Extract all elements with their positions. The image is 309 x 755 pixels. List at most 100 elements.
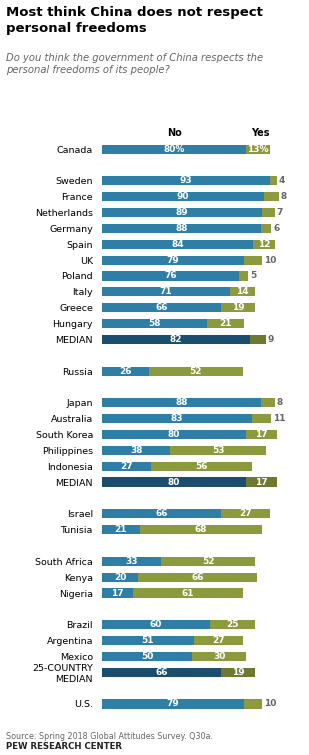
Text: 80: 80 — [168, 478, 180, 486]
Bar — [102, 223, 260, 233]
Bar — [102, 334, 250, 344]
Bar — [102, 366, 149, 376]
Text: 51: 51 — [142, 636, 154, 645]
Bar — [250, 334, 266, 344]
Text: 27: 27 — [120, 462, 133, 470]
Bar — [102, 192, 264, 202]
Text: 76: 76 — [164, 272, 177, 281]
Bar — [269, 176, 277, 186]
Text: 9: 9 — [268, 335, 274, 344]
Text: 26: 26 — [119, 367, 132, 375]
Text: 52: 52 — [202, 556, 214, 565]
Text: 38: 38 — [130, 446, 142, 455]
Text: 7: 7 — [277, 208, 283, 217]
Bar — [102, 145, 246, 154]
Text: 27: 27 — [239, 510, 252, 518]
Bar — [246, 477, 277, 487]
Text: 10: 10 — [264, 699, 277, 708]
Bar — [102, 398, 260, 408]
Bar — [161, 556, 255, 566]
Text: 19: 19 — [232, 304, 244, 313]
Bar — [221, 509, 269, 519]
Bar — [140, 525, 262, 535]
Bar — [149, 366, 243, 376]
Text: 80%: 80% — [163, 145, 185, 154]
Bar — [102, 176, 269, 186]
Text: 79: 79 — [167, 256, 180, 265]
Bar — [133, 588, 243, 598]
Text: 8: 8 — [281, 193, 287, 202]
Bar — [210, 620, 255, 630]
Text: 66: 66 — [155, 667, 168, 676]
Text: 60: 60 — [150, 620, 162, 629]
Bar — [102, 255, 244, 265]
Bar — [260, 223, 271, 233]
Text: 66: 66 — [155, 510, 168, 518]
Bar — [102, 636, 194, 646]
Bar — [102, 414, 252, 424]
Text: Most think China does not respect
personal freedoms: Most think China does not respect person… — [6, 6, 263, 35]
Bar — [192, 652, 246, 661]
Bar — [244, 699, 262, 708]
Bar — [221, 303, 255, 313]
Text: PEW RESEARCH CENTER: PEW RESEARCH CENTER — [6, 742, 122, 751]
Text: 53: 53 — [212, 446, 224, 455]
Text: 20: 20 — [114, 572, 126, 581]
Bar — [102, 588, 133, 598]
Text: 4: 4 — [279, 177, 285, 186]
Text: 13%: 13% — [247, 145, 269, 154]
Text: 17: 17 — [111, 588, 124, 597]
Text: 21: 21 — [115, 525, 127, 534]
Text: 68: 68 — [195, 525, 207, 534]
Bar — [246, 430, 277, 439]
Bar — [138, 572, 257, 582]
Text: 56: 56 — [195, 462, 207, 470]
Bar — [102, 271, 239, 281]
Bar — [252, 414, 271, 424]
Text: 50: 50 — [141, 652, 153, 661]
Text: 8: 8 — [277, 399, 283, 407]
Bar — [102, 287, 230, 297]
Text: 61: 61 — [181, 588, 194, 597]
Text: 58: 58 — [148, 319, 160, 328]
Text: 10: 10 — [264, 256, 277, 265]
Text: 66: 66 — [155, 304, 168, 313]
Text: 30: 30 — [213, 652, 225, 661]
Text: 14: 14 — [236, 288, 249, 297]
Text: 93: 93 — [180, 177, 192, 186]
Bar — [264, 192, 279, 202]
Bar — [102, 699, 244, 708]
Bar — [221, 667, 255, 677]
Bar — [171, 445, 266, 455]
Text: 90: 90 — [177, 193, 189, 202]
Text: 6: 6 — [273, 224, 279, 233]
Text: 21: 21 — [219, 319, 232, 328]
Text: 89: 89 — [176, 208, 188, 217]
Bar — [102, 572, 138, 582]
Bar — [260, 398, 275, 408]
Bar — [239, 271, 248, 281]
Bar — [102, 620, 210, 630]
Text: 88: 88 — [175, 399, 188, 407]
Bar — [102, 303, 221, 313]
Bar — [151, 461, 252, 471]
Bar — [102, 667, 221, 677]
Text: 12: 12 — [258, 240, 270, 249]
Bar — [102, 239, 253, 249]
Text: 17: 17 — [255, 478, 268, 486]
Bar — [262, 208, 275, 217]
Text: 84: 84 — [171, 240, 184, 249]
Text: Do you think the government of China respects the
personal freedoms of its peopl: Do you think the government of China res… — [6, 53, 263, 76]
Text: 66: 66 — [191, 572, 204, 581]
Text: 79: 79 — [167, 699, 180, 708]
Text: 33: 33 — [125, 556, 138, 565]
Bar — [246, 145, 269, 154]
Text: 80: 80 — [168, 430, 180, 439]
Bar — [206, 319, 244, 328]
Text: Source: Spring 2018 Global Attitudes Survey. Q30a.: Source: Spring 2018 Global Attitudes Sur… — [6, 732, 213, 741]
Bar — [194, 636, 243, 646]
Bar — [244, 255, 262, 265]
Bar — [102, 461, 151, 471]
Bar — [102, 556, 161, 566]
Text: 5: 5 — [250, 272, 256, 281]
